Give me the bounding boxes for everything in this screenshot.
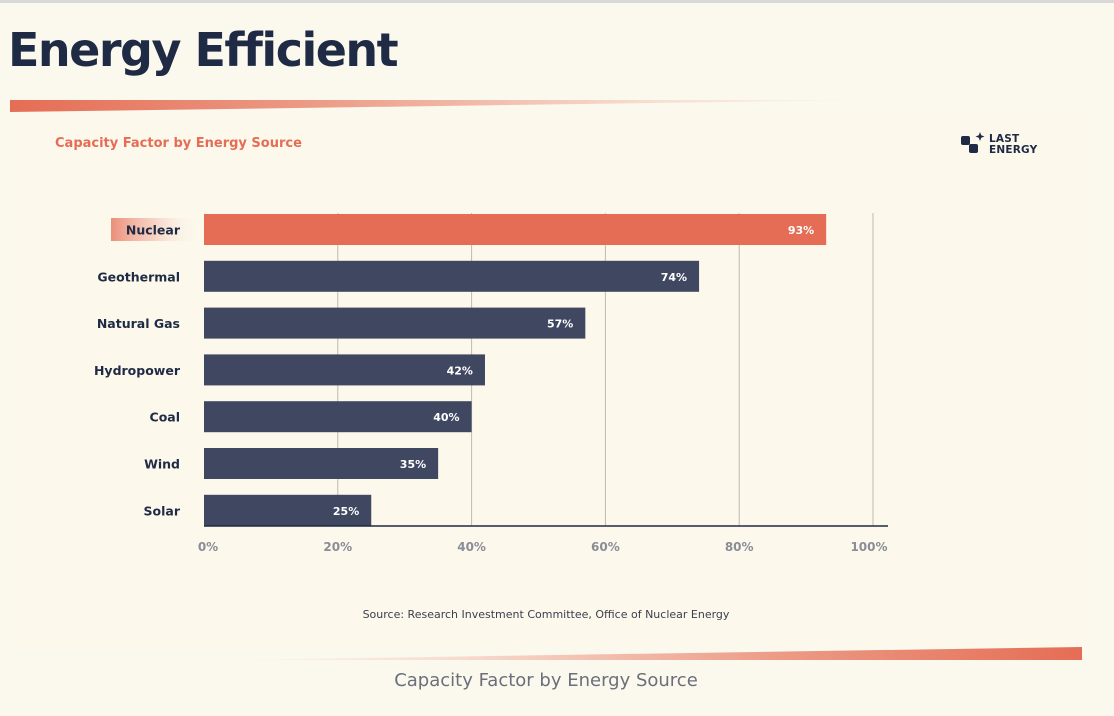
top-border — [0, 0, 1114, 3]
x-tick-label: 60% — [591, 540, 620, 554]
bar-natural-gas — [204, 307, 586, 339]
highlight-label-background — [111, 218, 200, 241]
last-energy-logo: LAST ENERGY — [960, 132, 1050, 158]
x-tick-label: 0% — [198, 540, 218, 554]
bar-solar — [204, 494, 372, 526]
source-note: Source: Research Investment Committee, O… — [362, 608, 730, 621]
page-title: Energy Efficient — [8, 23, 399, 77]
value-label: 57% — [547, 318, 573, 331]
value-label: 40% — [433, 411, 459, 424]
category-label: Natural Gas — [97, 316, 180, 331]
logo-line-2: ENERGY — [989, 144, 1038, 156]
x-tick-label: 100% — [850, 540, 887, 554]
value-label: 42% — [447, 364, 473, 377]
bar-geothermal — [204, 260, 700, 292]
value-label: 35% — [400, 458, 426, 471]
category-label: Coal — [150, 410, 180, 425]
value-label: 25% — [333, 505, 359, 518]
bar-nuclear — [204, 214, 827, 245]
category-label: Hydropower — [94, 363, 181, 378]
category-label: Nuclear — [126, 223, 181, 238]
logo-wordmark: LAST ENERGY — [989, 134, 1037, 156]
chart-card — [10, 112, 1082, 647]
bar-hydropower — [204, 354, 485, 386]
value-label: 74% — [661, 271, 687, 284]
x-tick-label: 80% — [725, 540, 754, 554]
x-tick-label: 20% — [323, 540, 352, 554]
category-label: Wind — [144, 457, 180, 472]
bar-wind — [204, 448, 439, 479]
logo-line-1: LAST — [989, 133, 1020, 145]
bar-coal — [204, 401, 472, 433]
category-label: Geothermal — [97, 269, 180, 284]
logo-mark-icon — [961, 132, 985, 153]
chart-subtitle: Capacity Factor by Energy Source — [55, 136, 302, 151]
x-tick-label: 40% — [457, 540, 486, 554]
value-label: 93% — [788, 224, 814, 237]
category-label: Solar — [144, 503, 181, 518]
page-caption: Capacity Factor by Energy Source — [394, 670, 698, 691]
